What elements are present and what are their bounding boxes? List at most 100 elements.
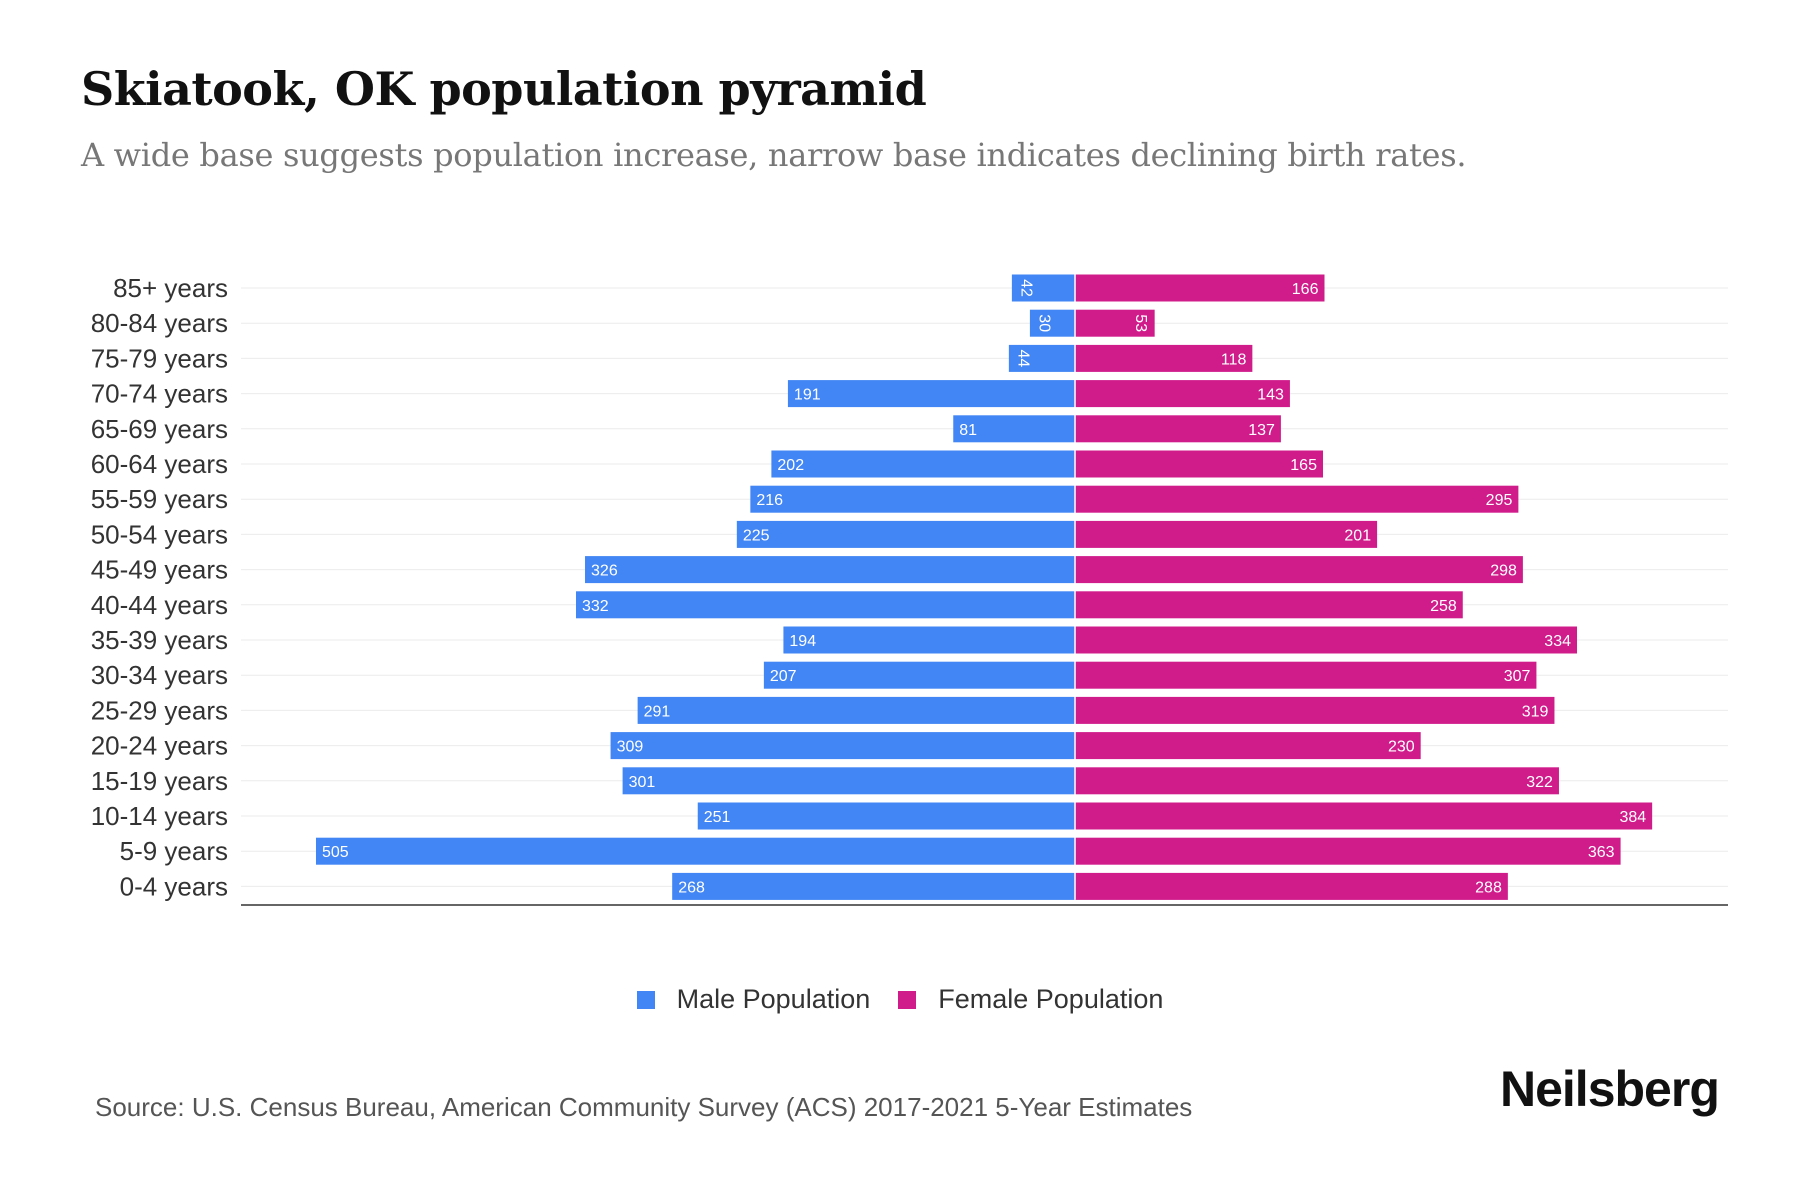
data-label: 288 [1475, 879, 1502, 896]
category-label: 15-19 years [91, 766, 228, 796]
category-label: 70-74 years [91, 379, 228, 409]
data-label: 216 [756, 492, 783, 509]
data-label: 225 [743, 527, 770, 544]
data-label: 201 [1344, 527, 1371, 544]
data-label: 291 [644, 703, 671, 720]
male-bar [576, 591, 1075, 619]
data-label: 202 [777, 457, 804, 474]
female-bar [1075, 872, 1508, 900]
male-swatch [636, 990, 655, 1009]
chart-title: Skiatook, OK population pyramid [81, 62, 927, 116]
male-bar [771, 450, 1075, 478]
data-label: 332 [582, 598, 609, 615]
data-label: 295 [1486, 492, 1513, 509]
category-label: 80-84 years [91, 308, 228, 338]
female-bar [1075, 556, 1523, 584]
data-label: 81 [959, 422, 977, 439]
data-label: 143 [1257, 387, 1284, 404]
data-label: 301 [629, 774, 656, 791]
legend-item-male[interactable]: Male Population [636, 984, 871, 1015]
category-label: 0-4 years [120, 871, 228, 901]
data-label: 118 [1221, 351, 1247, 368]
pyramid-chart: 85+ years 42 166 80-84 years 30 53 75-79 years… [91, 273, 1728, 906]
female-bar [1075, 696, 1555, 724]
chart-subtitle: A wide base suggests population increase… [81, 136, 1467, 174]
category-label: 65-69 years [91, 414, 228, 444]
male-bar [953, 415, 1075, 443]
data-label: 298 [1490, 563, 1517, 580]
data-label: 334 [1544, 633, 1571, 650]
data-label: 363 [1588, 844, 1615, 861]
female-bar [1075, 626, 1578, 654]
category-label: 25-29 years [91, 695, 228, 725]
male-bar [622, 767, 1075, 795]
category-label: 50-54 years [91, 519, 228, 549]
female-bar [1075, 415, 1281, 443]
category-label: 85+ years [113, 273, 228, 303]
data-label: 326 [591, 563, 618, 580]
legend-label-male: Male Population [676, 984, 871, 1014]
data-label: 207 [770, 668, 797, 685]
female-bar [1075, 274, 1325, 302]
female-bar [1075, 520, 1378, 548]
data-label: 258 [1430, 598, 1457, 615]
category-label: 45-49 years [91, 555, 228, 585]
male-bar [585, 556, 1075, 584]
female-bar [1075, 837, 1621, 865]
female-bar [1075, 767, 1559, 795]
data-label: 384 [1619, 809, 1646, 826]
category-label: 75-79 years [91, 343, 228, 373]
data-label: 53 [1132, 314, 1149, 332]
female-bar [1075, 450, 1323, 478]
male-bar [750, 485, 1075, 513]
data-label: 251 [704, 809, 731, 826]
male-bar [763, 661, 1075, 689]
legend: Male Population Female Population [0, 984, 1800, 1015]
male-bar [787, 380, 1075, 408]
data-label: 42 [1017, 279, 1034, 297]
data-label: 30 [1035, 314, 1052, 332]
legend-item-female[interactable]: Female Population [898, 984, 1163, 1015]
data-label: 166 [1292, 281, 1319, 298]
male-bar [1008, 344, 1075, 372]
category-label: 5-9 years [120, 836, 228, 866]
male-bar [315, 837, 1075, 865]
category-label: 55-59 years [91, 484, 228, 514]
data-label: 44 [1014, 350, 1031, 368]
female-bar [1075, 485, 1519, 513]
female-bar [1075, 732, 1421, 760]
category-label: 60-64 years [91, 449, 228, 479]
data-label: 191 [794, 387, 821, 404]
data-label: 322 [1526, 774, 1553, 791]
female-swatch [898, 990, 917, 1009]
male-bar [736, 520, 1075, 548]
data-label: 165 [1290, 457, 1317, 474]
source-note: Source: U.S. Census Bureau, American Com… [95, 1092, 1193, 1122]
female-bar [1075, 661, 1537, 689]
data-label: 137 [1248, 422, 1275, 439]
female-bar [1075, 591, 1463, 619]
data-label: 268 [678, 879, 705, 896]
category-label: 10-14 years [91, 801, 228, 831]
neilsberg-logo: Neilsberg [1500, 1061, 1720, 1117]
male-bar [783, 626, 1075, 654]
female-bar [1075, 380, 1290, 408]
data-label: 230 [1388, 739, 1415, 756]
data-label: 319 [1522, 703, 1549, 720]
data-label: 309 [617, 739, 644, 756]
female-bar [1075, 344, 1253, 372]
category-label: 30-34 years [91, 660, 228, 690]
male-bar [1011, 274, 1075, 302]
data-label: 307 [1504, 668, 1531, 685]
male-bar [1029, 309, 1075, 337]
female-bar [1075, 309, 1155, 337]
male-bar [697, 802, 1075, 830]
category-label: 35-39 years [91, 625, 228, 655]
data-label: 194 [789, 633, 816, 650]
category-label: 40-44 years [91, 590, 228, 620]
data-label: 505 [322, 844, 349, 861]
male-bar [637, 696, 1075, 724]
male-bar [610, 732, 1075, 760]
legend-label-female: Female Population [938, 984, 1164, 1014]
category-label: 20-24 years [91, 731, 228, 761]
